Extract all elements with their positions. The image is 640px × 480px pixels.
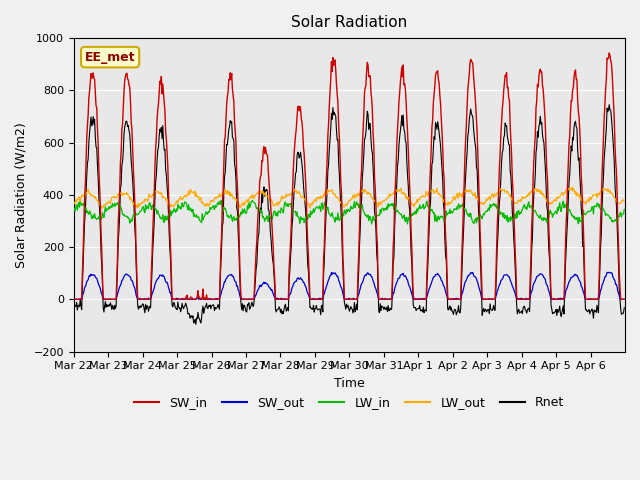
Rnet	[236, 288, 244, 293]
LW_in	[134, 211, 142, 216]
LW_in	[368, 221, 376, 227]
SW_out	[264, 281, 271, 287]
Rnet	[406, 227, 414, 232]
Line: Rnet: Rnet	[74, 105, 624, 324]
Rnet	[620, 305, 628, 311]
SW_in	[436, 101, 444, 107]
Line: LW_out: LW_out	[74, 188, 624, 208]
LW_in	[264, 215, 271, 221]
Rnet	[264, 190, 271, 195]
SW_out	[70, 296, 77, 301]
LW_in	[285, 204, 292, 209]
SW_in	[284, 297, 291, 302]
SW_out	[605, 269, 613, 275]
SW_out	[236, 294, 244, 300]
SW_out	[70, 297, 78, 302]
LW_out	[264, 193, 271, 199]
X-axis label: Time: Time	[334, 377, 365, 390]
SW_in	[134, 297, 142, 302]
SW_out	[135, 297, 143, 302]
Rnet	[192, 322, 200, 327]
Line: LW_in: LW_in	[74, 201, 624, 224]
LW_in	[438, 213, 446, 219]
SW_in	[406, 180, 413, 185]
LW_out	[135, 204, 143, 209]
LW_in	[249, 198, 257, 204]
SW_in	[605, 50, 613, 56]
SW_in	[236, 254, 243, 260]
SW_in	[620, 297, 628, 302]
LW_out	[70, 200, 77, 206]
Rnet	[285, 308, 292, 314]
LW_out	[236, 205, 244, 211]
LW_in	[70, 208, 77, 214]
Legend: SW_in, SW_out, LW_in, LW_out, Rnet: SW_in, SW_out, LW_in, LW_out, Rnet	[129, 391, 570, 414]
SW_in	[70, 297, 77, 302]
Rnet	[605, 102, 613, 108]
LW_in	[620, 206, 628, 212]
Line: SW_in: SW_in	[74, 53, 624, 300]
Text: EE_met: EE_met	[85, 51, 136, 64]
Title: Solar Radiation: Solar Radiation	[291, 15, 408, 30]
Rnet	[134, 306, 142, 312]
SW_out	[285, 297, 292, 302]
SW_in	[263, 152, 271, 157]
LW_out	[285, 192, 292, 198]
LW_in	[407, 213, 415, 219]
Rnet	[437, 155, 445, 160]
SW_out	[406, 286, 414, 292]
SW_out	[620, 297, 628, 302]
Line: SW_out: SW_out	[74, 272, 624, 300]
LW_in	[236, 214, 243, 220]
LW_out	[620, 198, 628, 204]
SW_out	[437, 277, 445, 283]
LW_out	[568, 185, 576, 191]
LW_out	[406, 200, 414, 206]
Y-axis label: Solar Radiation (W/m2): Solar Radiation (W/m2)	[15, 122, 28, 268]
LW_out	[437, 194, 445, 200]
Rnet	[70, 305, 77, 311]
LW_out	[99, 205, 106, 211]
